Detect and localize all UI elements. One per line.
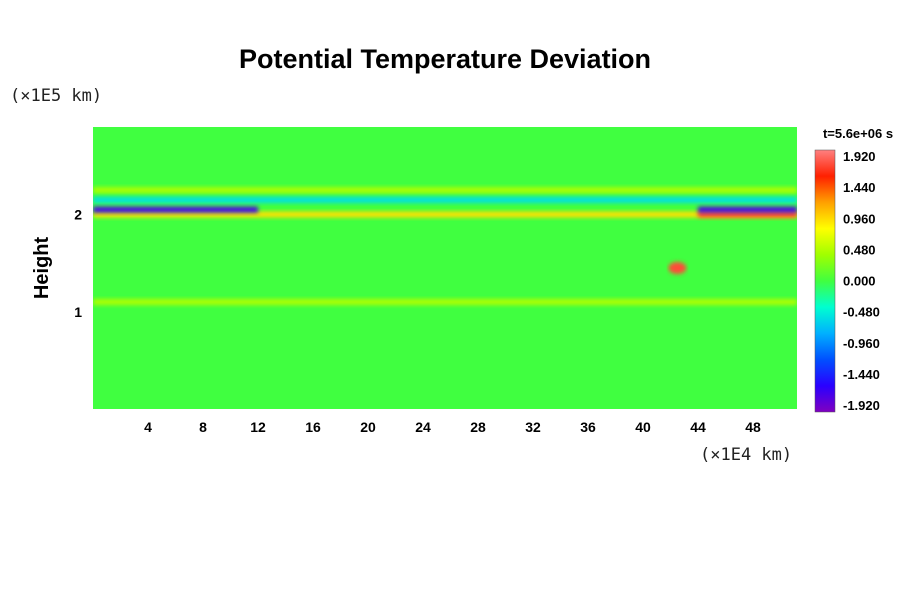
- x-axis: 4 8 12 16 20 24 28 32 36 40 44 48: [144, 419, 761, 435]
- colorbar-tick-label: -0.480: [843, 305, 880, 320]
- y-unit-label: (×1E5 km): [10, 86, 103, 106]
- feature-band-0: [93, 187, 797, 194]
- x-tick-label: 40: [635, 419, 651, 435]
- x-tick-label: 44: [690, 419, 706, 435]
- colorbar-tick-label: -1.920: [843, 398, 880, 413]
- x-tick-label: 28: [470, 419, 486, 435]
- y-axis: 12: [74, 207, 82, 320]
- feature-blob-6: [668, 262, 687, 274]
- y-tick-label: 1: [74, 304, 82, 320]
- x-tick-label: 24: [415, 419, 431, 435]
- colorbar-tick-label: 0.960: [843, 211, 876, 226]
- y-tick-label: 2: [74, 207, 82, 223]
- colorbar-tick-label: 0.480: [843, 242, 876, 257]
- time-label: t=5.6e+06 s: [823, 126, 893, 141]
- x-tick-label: 20: [360, 419, 376, 435]
- colorbar-tick-label: 0.000: [843, 274, 876, 289]
- y-axis-label: Height: [31, 237, 53, 300]
- plot-background: [93, 127, 797, 409]
- colorbar: [814, 149, 836, 413]
- feature-band-7: [93, 299, 797, 306]
- field-features: [93, 187, 797, 306]
- x-tick-label: 16: [305, 419, 321, 435]
- x-tick-label: 36: [580, 419, 596, 435]
- plot-area: [93, 127, 797, 409]
- colorbar-tick-label: -0.960: [843, 336, 880, 351]
- x-tick-label: 12: [250, 419, 266, 435]
- x-tick-label: 32: [525, 419, 541, 435]
- feature-band-1: [93, 196, 797, 203]
- colorbar-tick-label: 1.440: [843, 180, 876, 195]
- colorbar-tick-label: 1.920: [843, 149, 876, 164]
- feature-band-3: [93, 206, 258, 213]
- x-tick-label: 48: [745, 419, 761, 435]
- colorbar-tick-label: -1.440: [843, 367, 880, 382]
- feature-band-2: [93, 211, 797, 218]
- colorbar-ticks: 1.920 1.440 0.960 0.480 0.000 -0.480 -0.960 -1.…: [843, 149, 880, 413]
- feature-band-4: [698, 211, 797, 218]
- x-tick-label: 4: [144, 419, 152, 435]
- x-unit-label: (×1E4 km): [700, 445, 793, 465]
- x-tick-label: 8: [199, 419, 207, 435]
- chart-title: Potential Temperature Deviation: [238, 44, 652, 74]
- feature-band-5: [698, 206, 797, 213]
